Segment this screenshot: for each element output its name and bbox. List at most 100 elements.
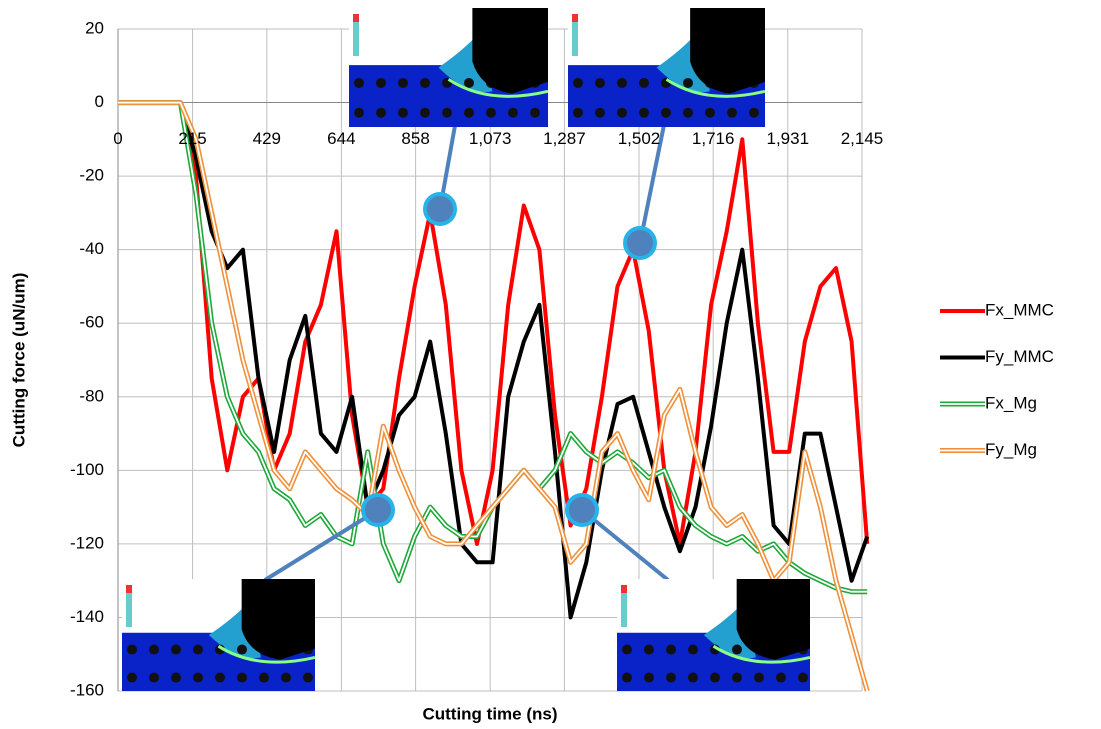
inset-particle [376, 77, 386, 88]
inset-green [217, 644, 316, 664]
inset-particle [193, 644, 203, 655]
x-tick-label: 1,502 [618, 129, 661, 148]
inset-particle [688, 644, 698, 655]
inset-particle [171, 672, 181, 683]
inset-legend [621, 585, 627, 593]
inset-particle [595, 77, 605, 88]
inset-green [447, 78, 549, 98]
x-tick-label: 1,073 [469, 129, 512, 148]
series-line-inner [118, 101, 869, 692]
x-tick-label: 644 [327, 129, 355, 148]
y-tick-label: -120 [70, 533, 104, 552]
inset-particle [754, 672, 764, 683]
callout-dot [565, 493, 599, 527]
callout-line [580, 508, 670, 582]
inset-particle [486, 107, 496, 118]
inset-particle [798, 672, 808, 683]
x-tick-label: 2,145 [841, 129, 884, 148]
inset-particle [732, 672, 742, 683]
inset-tool [472, 8, 548, 94]
inset-particle [617, 77, 627, 88]
inset-particle [644, 672, 654, 683]
plot [118, 100, 870, 692]
inset-legend [572, 14, 578, 56]
inset-particle [149, 672, 159, 683]
y-tick-label: -80 [79, 386, 104, 405]
inset-tool [736, 579, 810, 660]
inset-particle [354, 77, 364, 88]
inset-particle [617, 107, 627, 118]
callout-line [263, 508, 380, 582]
inset-legend [621, 585, 627, 627]
x-tick-label: 1,931 [767, 129, 810, 148]
inset-image [349, 8, 549, 127]
x-tick-label: 858 [401, 129, 429, 148]
inset-particle [710, 672, 720, 683]
inset-particle [530, 107, 540, 118]
x-tick-label: 1,716 [692, 129, 735, 148]
inset-particle [237, 644, 247, 655]
inset-particle [420, 107, 430, 118]
inset-particle [683, 77, 693, 88]
inset-tool [241, 579, 315, 660]
x-axis-title: Cutting time (ns) [422, 704, 557, 723]
inset-particle [215, 672, 225, 683]
inset-image [617, 579, 811, 691]
inset-particle [661, 107, 671, 118]
inset-particle [573, 77, 583, 88]
y-tick-label: -100 [70, 460, 104, 479]
y-tick-label: -40 [79, 239, 104, 258]
inset-particle [776, 672, 786, 683]
inset-particle [149, 644, 159, 655]
inset-particle [259, 672, 269, 683]
inset-legend [353, 14, 359, 56]
inset-particle [127, 672, 137, 683]
inset-particle [622, 672, 632, 683]
y-tick-label: 0 [95, 92, 104, 111]
inset-particle [237, 672, 247, 683]
inset-particle [354, 107, 364, 118]
inset-particle [193, 672, 203, 683]
callout-line [638, 119, 667, 244]
inset-image [568, 8, 766, 127]
inset-particle [573, 107, 583, 118]
y-tick-label: -60 [79, 313, 104, 332]
callout-dot [423, 192, 457, 226]
callout-dot [623, 226, 657, 260]
inset-particle [127, 644, 137, 655]
series-line [118, 100, 870, 546]
inset-particle [508, 107, 518, 118]
y-tick-label: -160 [70, 680, 104, 699]
insets [122, 8, 811, 691]
inset-particle [688, 672, 698, 683]
inset-particle [303, 672, 313, 683]
inset-legend [126, 585, 132, 593]
inset-particle [644, 644, 654, 655]
inset-legend [126, 585, 132, 627]
inset-particle [281, 672, 291, 683]
y-tick-label: 20 [85, 18, 104, 37]
y-tick-label: -140 [70, 607, 104, 626]
x-tick-label: 215 [178, 129, 206, 148]
inset-particle [749, 107, 759, 118]
legend-label: Fx_MMC [985, 300, 1054, 319]
inset-particle [464, 77, 474, 88]
inset-particle [595, 107, 605, 118]
y-axis-title: Cutting force (uN/um) [9, 273, 28, 448]
inset-particle [666, 644, 676, 655]
inset-legend [353, 14, 359, 22]
inset-particle [683, 107, 693, 118]
inset-green [665, 78, 766, 98]
inset-particle [639, 107, 649, 118]
inset-particle [727, 107, 737, 118]
inset-tool [690, 8, 765, 94]
inset-particle [732, 644, 742, 655]
legend-label: Fy_Mg [985, 440, 1037, 459]
inset-legend [572, 14, 578, 22]
legend-label: Fx_Mg [985, 393, 1037, 412]
inset-particle [398, 77, 408, 88]
inset-image [122, 579, 316, 691]
x-tick-label: 0 [113, 129, 122, 148]
